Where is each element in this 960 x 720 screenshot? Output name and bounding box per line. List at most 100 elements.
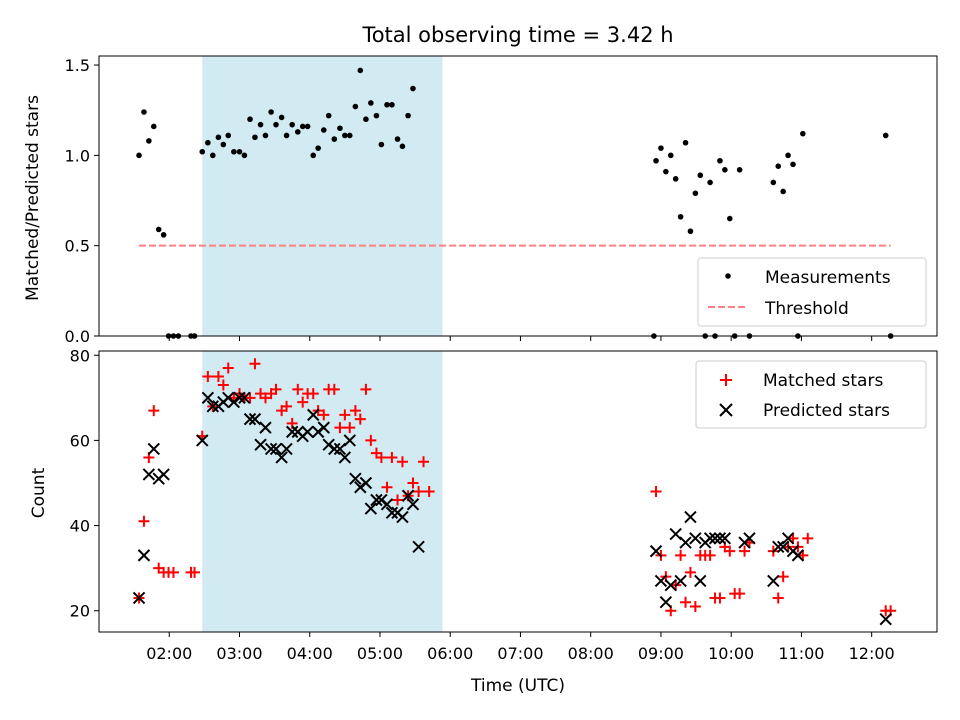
predicted-point: [364, 502, 378, 515]
measurement-point: [790, 161, 796, 168]
measurement-point: [247, 116, 253, 123]
measurement-point: [346, 132, 353, 139]
matched-point: [418, 456, 430, 468]
measurement-point: [155, 226, 162, 233]
measurement-point: [410, 85, 416, 92]
measurement-point: [215, 134, 222, 141]
matched-point: [249, 358, 261, 370]
count-ytick-label: 60: [70, 431, 90, 450]
measurement-point: [320, 127, 327, 133]
ratio-panel: 0.0 0.5 1.0 1.5 Matched/Predicted stars Mea…: [23, 55, 938, 346]
measurement-point: [399, 143, 406, 150]
predicted-point: [307, 408, 320, 422]
measurement-point: [289, 121, 295, 128]
x-tick-label: 12:00: [849, 644, 895, 663]
matched-point: [392, 494, 404, 506]
measurement-point: [310, 152, 317, 159]
predicted-point: [206, 400, 220, 413]
matched-point: [423, 486, 435, 497]
predicted-point: [401, 489, 415, 502]
measurement-point: [726, 215, 733, 222]
matched-point: [328, 383, 340, 395]
matched-point: [650, 486, 662, 497]
predicted-point: [694, 574, 707, 588]
predicted-point: [689, 532, 702, 545]
matched-point: [407, 477, 419, 489]
ratio-ytick-label: 0.0: [65, 327, 90, 346]
ratio-ytick-label: 0.5: [65, 237, 90, 256]
predicted-point: [713, 532, 727, 545]
measurement-point: [141, 109, 147, 115]
x-tick-label: 08:00: [568, 644, 614, 663]
predicted-point: [659, 595, 673, 609]
x-axis-label: Time (UTC): [470, 676, 565, 696]
measurement-point: [882, 132, 889, 139]
x-tick-label: 06:00: [427, 644, 473, 663]
matched-point: [349, 405, 361, 417]
predicted-point: [157, 468, 170, 481]
matched-point: [292, 383, 304, 395]
count-ytick-label: 20: [70, 602, 90, 621]
measurement-point: [205, 139, 211, 146]
predicted-point: [664, 578, 677, 592]
legend-threshold-label: Threshold: [764, 299, 849, 319]
predicted-point: [349, 472, 362, 485]
measurement-point: [658, 145, 664, 151]
measurement-point: [780, 188, 786, 195]
predicted-point: [781, 532, 795, 545]
x-tick-label: 07:00: [497, 644, 543, 663]
measurement-point: [241, 152, 248, 159]
matched-point: [704, 549, 716, 561]
count-legend: Matched stars Predicted stars: [695, 360, 927, 429]
predicted-point: [772, 540, 785, 554]
measurement-point: [697, 172, 704, 179]
measurement-point: [150, 123, 157, 130]
predicted-point: [879, 613, 892, 626]
measurement-point: [384, 101, 390, 108]
measurement-point: [273, 121, 279, 128]
measurement-point: [373, 112, 380, 119]
measurement-point: [653, 157, 659, 164]
measurement-point: [342, 132, 348, 139]
predicted-point: [248, 412, 262, 426]
matched-point: [675, 549, 687, 561]
matched-point: [381, 481, 393, 493]
matched-point: [386, 451, 398, 463]
measurement-point: [146, 138, 152, 144]
legend-measurements-marker: [725, 273, 731, 279]
predicted-point: [201, 391, 215, 405]
predicted-point: [649, 544, 663, 558]
measurement-point: [252, 134, 258, 141]
matched-point: [318, 409, 330, 421]
predicted-point: [359, 476, 373, 490]
predicted-point: [338, 451, 352, 464]
predicted-point: [708, 532, 722, 545]
predicted-point: [259, 421, 272, 434]
matched-point: [270, 383, 282, 395]
predicted-point: [791, 549, 805, 562]
predicted-point: [703, 532, 717, 545]
measurement-point: [236, 148, 243, 155]
legend-predicted-marker: [719, 403, 733, 417]
predicted-point: [380, 498, 394, 511]
predicted-point: [301, 425, 314, 439]
ratio-panel-frame: [98, 55, 938, 337]
predicted-point: [147, 442, 160, 456]
measurement-point: [687, 228, 694, 235]
measurement-point: [337, 125, 343, 132]
measurement-point: [363, 116, 369, 123]
measurement-point: [405, 112, 411, 119]
matched-point: [189, 566, 201, 578]
matched-point: [167, 566, 179, 578]
matched-point: [724, 545, 736, 557]
predicted-point: [142, 468, 156, 481]
predicted-point: [285, 425, 299, 439]
count-ytick-label: 80: [70, 346, 90, 365]
x-tick-label: 05:00: [357, 644, 403, 663]
measurement-point: [231, 148, 237, 155]
predicted-point: [264, 442, 278, 456]
x-tick-label: 04:00: [287, 644, 333, 663]
measurement-point: [357, 67, 364, 74]
matched-point: [734, 588, 746, 600]
predicted-point: [679, 536, 692, 549]
